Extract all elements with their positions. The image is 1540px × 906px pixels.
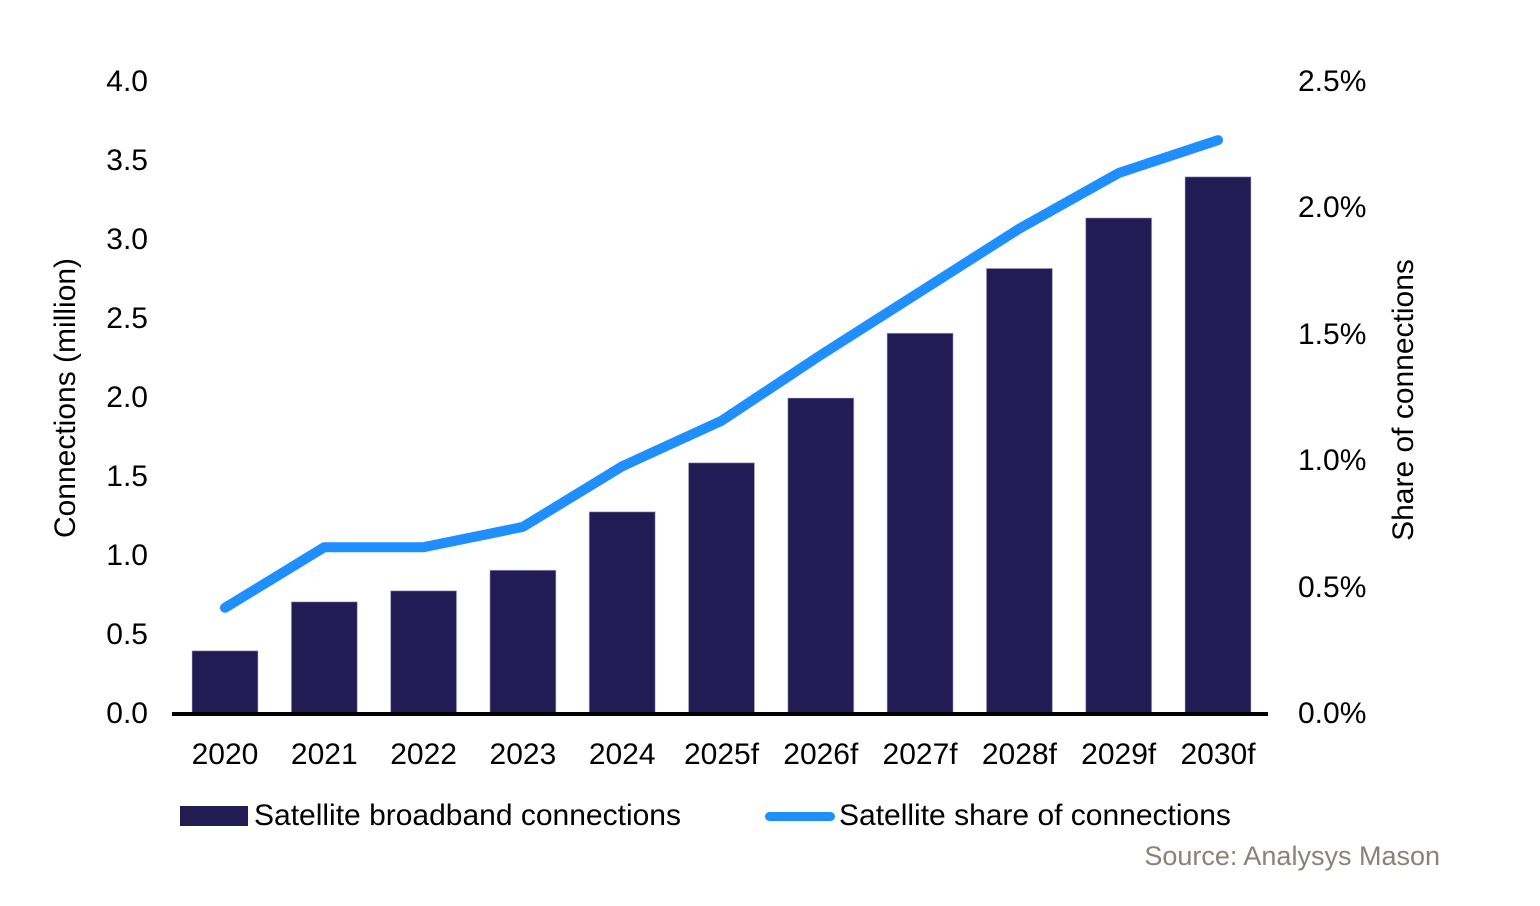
x-axis-line xyxy=(172,712,1268,716)
bar-2021 xyxy=(290,601,358,715)
left-axis-tick-1.5: 1.5 xyxy=(106,460,148,493)
right-axis-tick-1.5%: 1.5% xyxy=(1298,317,1367,351)
left-axis-tick-0.0: 0.0 xyxy=(106,697,148,730)
bar-2029f xyxy=(1085,217,1153,715)
right-axis-tick-2.5%: 2.5% xyxy=(1298,65,1367,98)
right-axis-title: Share of connections xyxy=(1387,259,1420,541)
bar-2030f xyxy=(1184,176,1252,715)
left-axis-tick-3.5: 3.5 xyxy=(106,144,148,177)
bar-2024 xyxy=(588,511,656,715)
bar-2022 xyxy=(390,590,458,715)
right-axis-tick-1.0%: 1.0% xyxy=(1298,444,1367,478)
x-axis-label-2027f: 2027f xyxy=(882,738,958,771)
left-axis-tick-0.5: 0.5 xyxy=(106,618,148,651)
legend-label-bars: Satellite broadband connections xyxy=(254,799,681,832)
left-axis-tick-2.0: 2.0 xyxy=(106,381,148,414)
right-axis-tick-0.0%: 0.0% xyxy=(1298,697,1367,730)
legend-label-line: Satellite share of connections xyxy=(839,799,1231,832)
source-attribution: Source: Analysys Mason xyxy=(1144,841,1440,871)
bar-2028f xyxy=(985,267,1053,715)
x-axis-label-2023: 2023 xyxy=(489,738,557,771)
share-of-connections-line xyxy=(220,135,1223,613)
x-axis-label-2022: 2022 xyxy=(390,738,457,771)
x-axis-label-2028f: 2028f xyxy=(981,738,1057,771)
left-axis-title: Connections (million) xyxy=(49,257,82,539)
right-axis-tick-2.0%: 2.0% xyxy=(1298,191,1367,225)
x-axis-label-2020: 2020 xyxy=(191,738,259,771)
x-axis-label-2025f: 2025f xyxy=(683,738,760,771)
legend-item-line: Satellite share of connections xyxy=(765,799,1231,833)
x-axis-label-2026f: 2026f xyxy=(783,738,859,771)
left-axis-tick-3.0: 3.0 xyxy=(106,223,148,256)
x-axis-label-2021: 2021 xyxy=(290,738,358,771)
left-axis-tick-4.0: 4.0 xyxy=(106,65,148,98)
x-axis-label-2024: 2024 xyxy=(588,738,656,771)
line-series-swatch-icon xyxy=(765,811,835,821)
left-axis-tick-2.5: 2.5 xyxy=(106,302,148,335)
x-axis-label-2030f: 2030f xyxy=(1180,738,1256,771)
bar-2020 xyxy=(191,650,259,715)
bar-2027f xyxy=(886,332,954,715)
bar-series-swatch-icon xyxy=(180,806,248,826)
bar-2023 xyxy=(489,569,557,715)
x-axis-label-2029f: 2029f xyxy=(1081,738,1157,771)
bar-2025f xyxy=(688,462,755,715)
bar-2026f xyxy=(787,397,855,715)
left-axis-tick-1.0: 1.0 xyxy=(106,539,148,572)
legend-item-bars: Satellite broadband connections xyxy=(180,799,681,833)
right-axis-tick-0.5%: 0.5% xyxy=(1298,570,1367,604)
